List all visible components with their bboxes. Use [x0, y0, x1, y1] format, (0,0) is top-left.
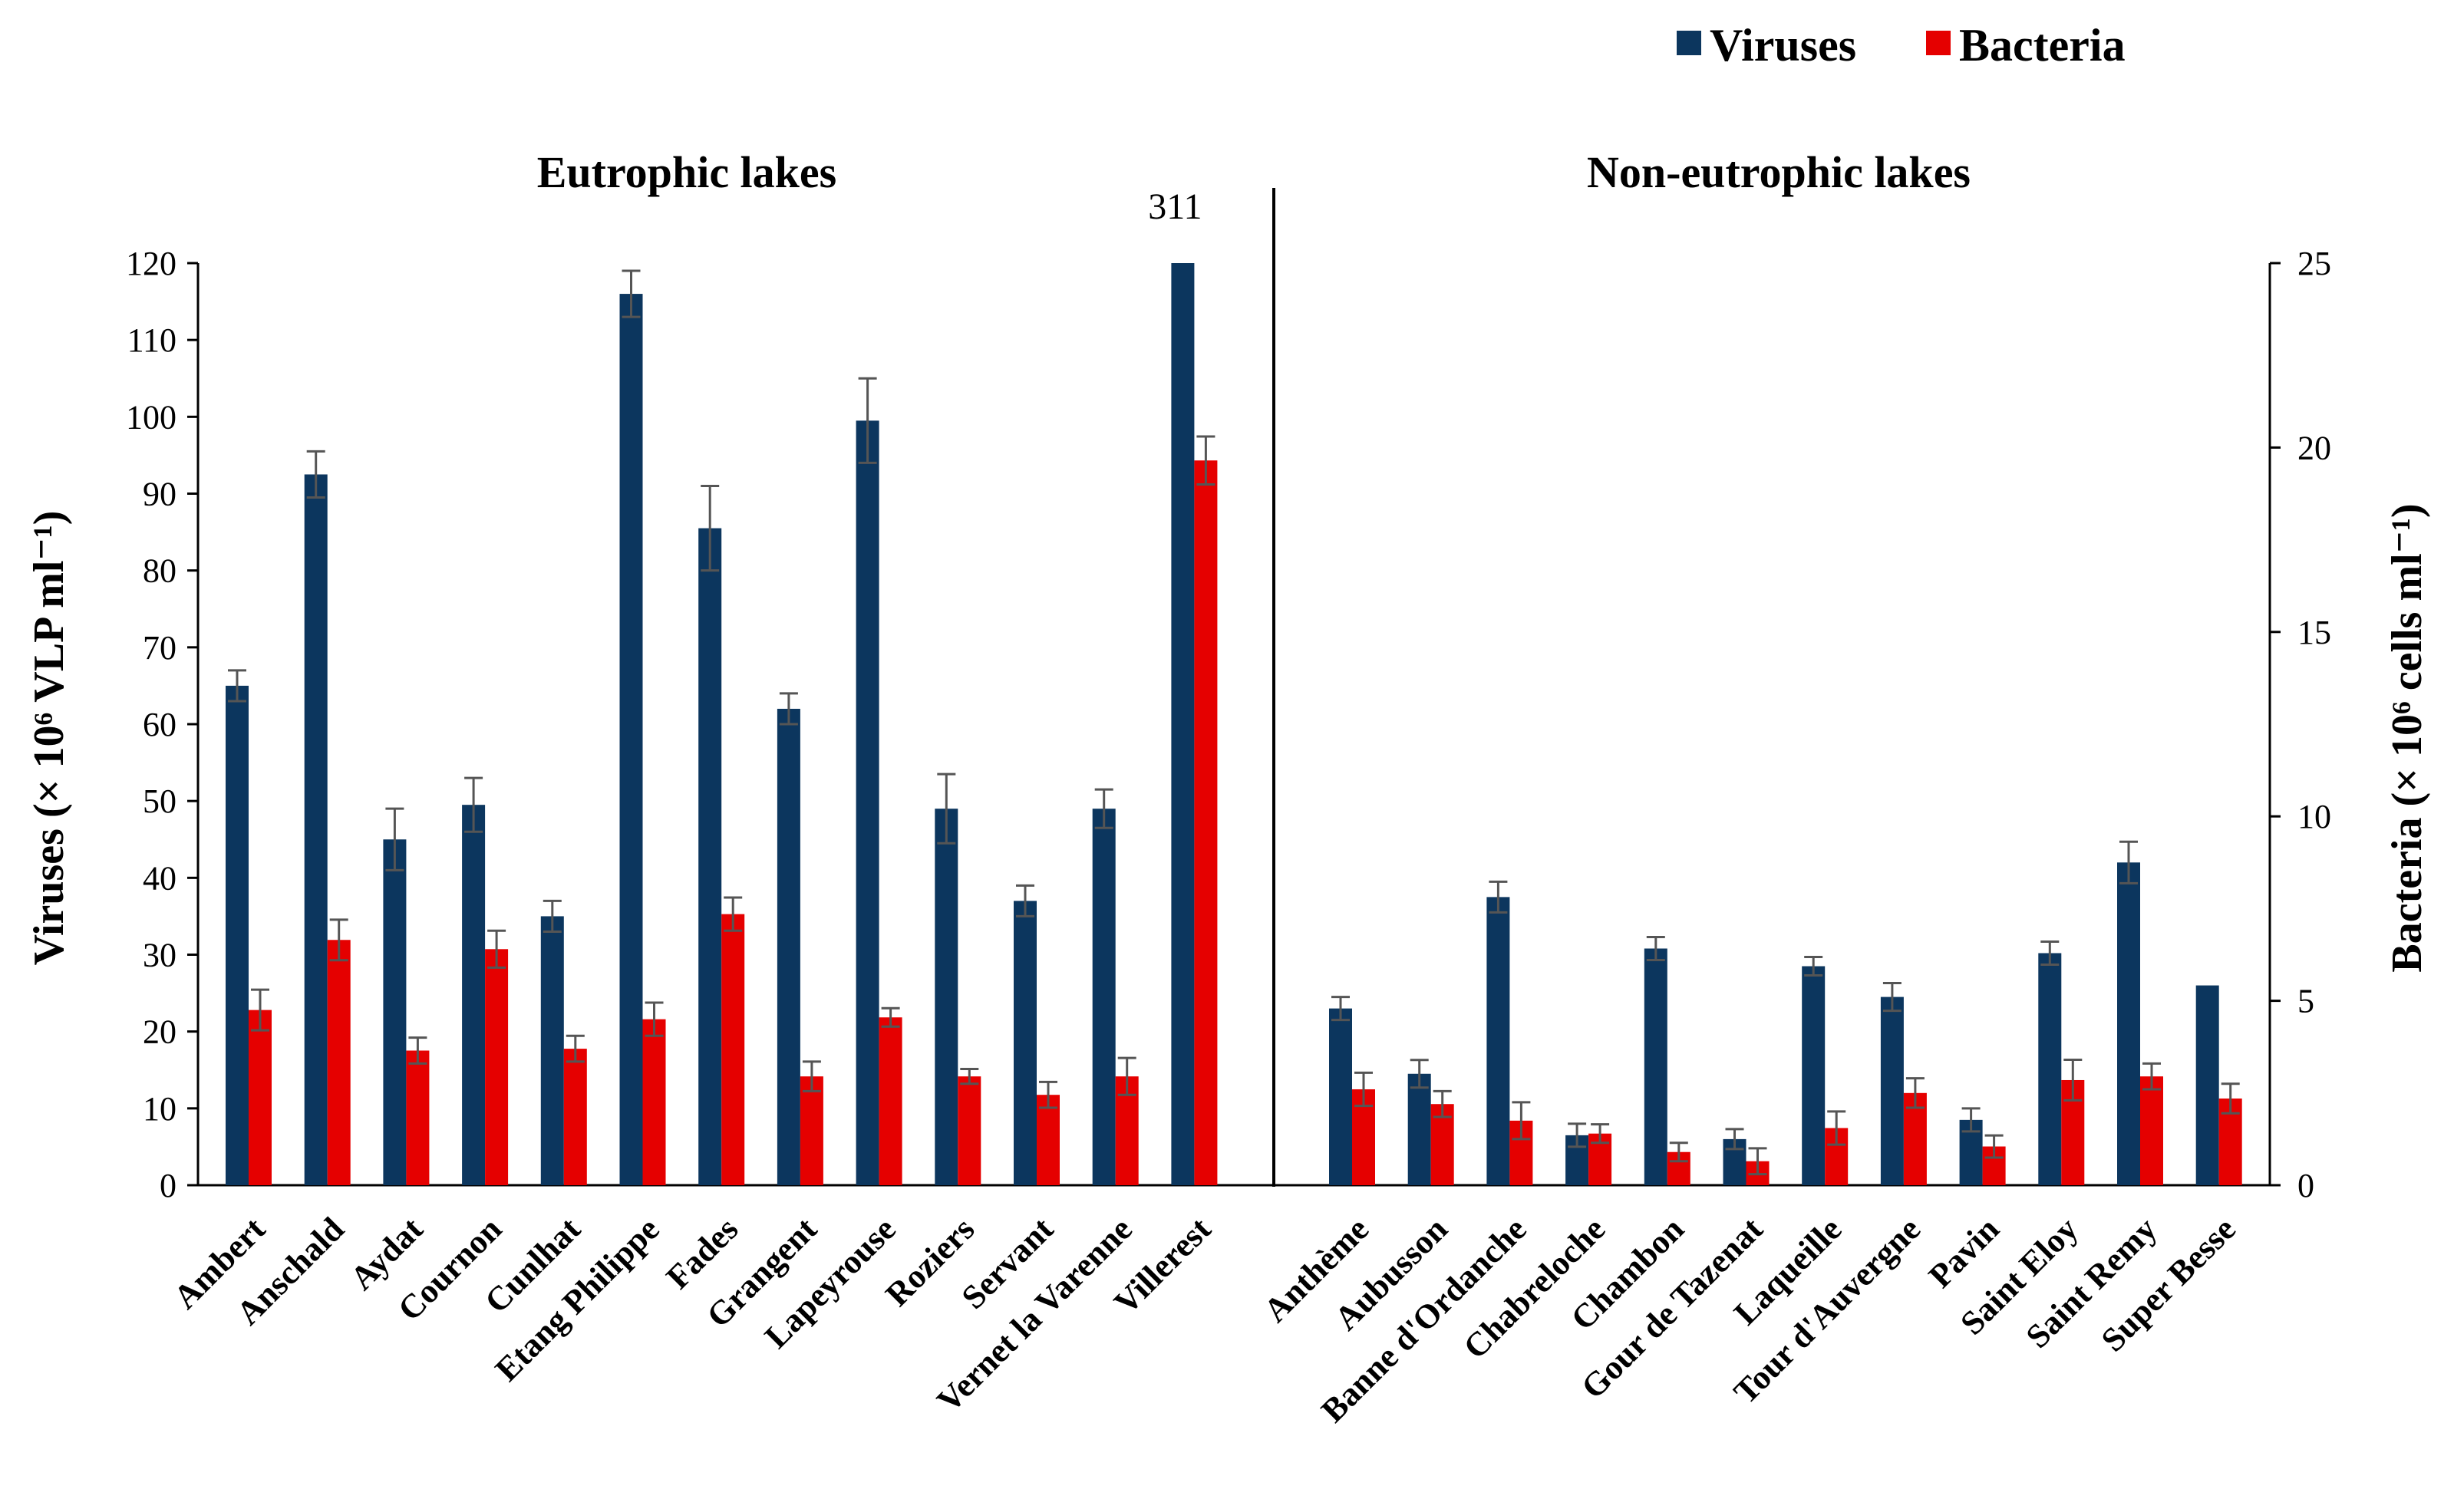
bar-viruses-roziers — [935, 809, 958, 1185]
bar-viruses-chambon — [1644, 948, 1667, 1185]
bar-bacteria-lapeyrouse — [879, 1017, 902, 1185]
y-left-tick-label: 60 — [143, 706, 176, 743]
group-title-eutrophic: Eutrophic lakes — [537, 147, 837, 197]
bar-bacteria-ambert — [249, 1010, 272, 1185]
y-left-axis-title: Viruses (× 10⁶ VLP ml⁻¹) — [25, 511, 73, 966]
y-right-tick-label: 5 — [2297, 983, 2314, 1020]
bar-viruses-ambert — [226, 685, 249, 1185]
plot-area: 01020304050607080901001101200510152025Am… — [126, 186, 2331, 1430]
legend-swatch-bacteria — [1926, 31, 1951, 55]
y-right-tick-label: 25 — [2297, 245, 2331, 282]
y-left-tick-label: 40 — [143, 859, 176, 897]
group-title-non-eutrophic: Non-eutrophic lakes — [1587, 147, 1971, 197]
bar-viruses-aubusson — [1407, 1073, 1431, 1185]
y-left-tick-label: 100 — [126, 398, 176, 436]
bar-viruses-vernet-la-varenne — [1092, 809, 1116, 1185]
bar-viruses-antheme — [1329, 1008, 1352, 1185]
bar-bacteria-fades — [721, 914, 745, 1185]
bar-bacteria-cunlhat — [563, 1049, 587, 1185]
y-left-tick-label: 30 — [143, 937, 176, 974]
y-left-tick-label: 50 — [143, 782, 176, 820]
y-right-tick-label: 0 — [2297, 1167, 2314, 1204]
bar-bacteria-roziers — [958, 1076, 981, 1185]
bar-viruses-lapeyrouse — [856, 420, 879, 1185]
legend: Viruses Bacteria — [1677, 20, 2126, 71]
y-right-tick-label: 10 — [2297, 798, 2331, 835]
bar-viruses-fades — [698, 528, 722, 1185]
bar-bacteria-saint-remy — [2140, 1076, 2163, 1185]
y-left-tick-label: 70 — [143, 629, 176, 667]
y-left-tick-label: 80 — [143, 552, 176, 590]
legend-label-viruses: Viruses — [1710, 20, 1856, 71]
y-left-tick-label: 20 — [143, 1013, 176, 1051]
bar-viruses-etang-philippe — [619, 294, 643, 1186]
annotation-offscale-value: 311 — [1148, 186, 1202, 227]
bar-bacteria-cournon — [485, 949, 509, 1185]
bar-viruses-cournon — [462, 805, 486, 1185]
y-right-tick-label: 20 — [2297, 429, 2331, 466]
legend-label-bacteria: Bacteria — [1959, 20, 2126, 71]
bar-viruses-super-besse — [2195, 985, 2219, 1185]
bar-viruses-villerest — [1171, 263, 1195, 1185]
bar-viruses-saint-remy — [2117, 862, 2140, 1185]
y-left-tick-label: 120 — [126, 245, 176, 282]
y-left-tick-label: 0 — [160, 1167, 176, 1204]
bar-viruses-tour-d-auvergne — [1880, 996, 1904, 1185]
bar-viruses-cunlhat — [540, 916, 564, 1185]
bar-bacteria-etang-philippe — [642, 1019, 666, 1185]
bar-viruses-banne-d-ordanche — [1486, 897, 1510, 1185]
legend-swatch-viruses — [1677, 31, 1701, 55]
bar-viruses-servant — [1014, 901, 1037, 1185]
bar-viruses-anschald — [304, 474, 328, 1185]
y-right-axis-title: Bacteria (× 10⁶ cells ml⁻¹) — [2383, 503, 2431, 972]
y-left-tick-label: 90 — [143, 476, 176, 513]
bar-bacteria-villerest — [1194, 460, 1218, 1185]
bar-viruses-aydat — [383, 839, 407, 1185]
bar-viruses-grangent — [777, 708, 800, 1185]
bar-bacteria-anschald — [327, 940, 351, 1185]
y-left-tick-label: 10 — [143, 1090, 176, 1128]
bar-bacteria-grangent — [800, 1076, 823, 1185]
bar-viruses-saint-eloy — [2038, 953, 2062, 1185]
bar-bacteria-servant — [1037, 1095, 1060, 1185]
y-left-tick-label: 110 — [127, 321, 176, 359]
bar-bacteria-aydat — [406, 1050, 430, 1185]
y-right-tick-label: 15 — [2297, 614, 2331, 651]
bar-viruses-laqueille — [1802, 966, 1826, 1185]
